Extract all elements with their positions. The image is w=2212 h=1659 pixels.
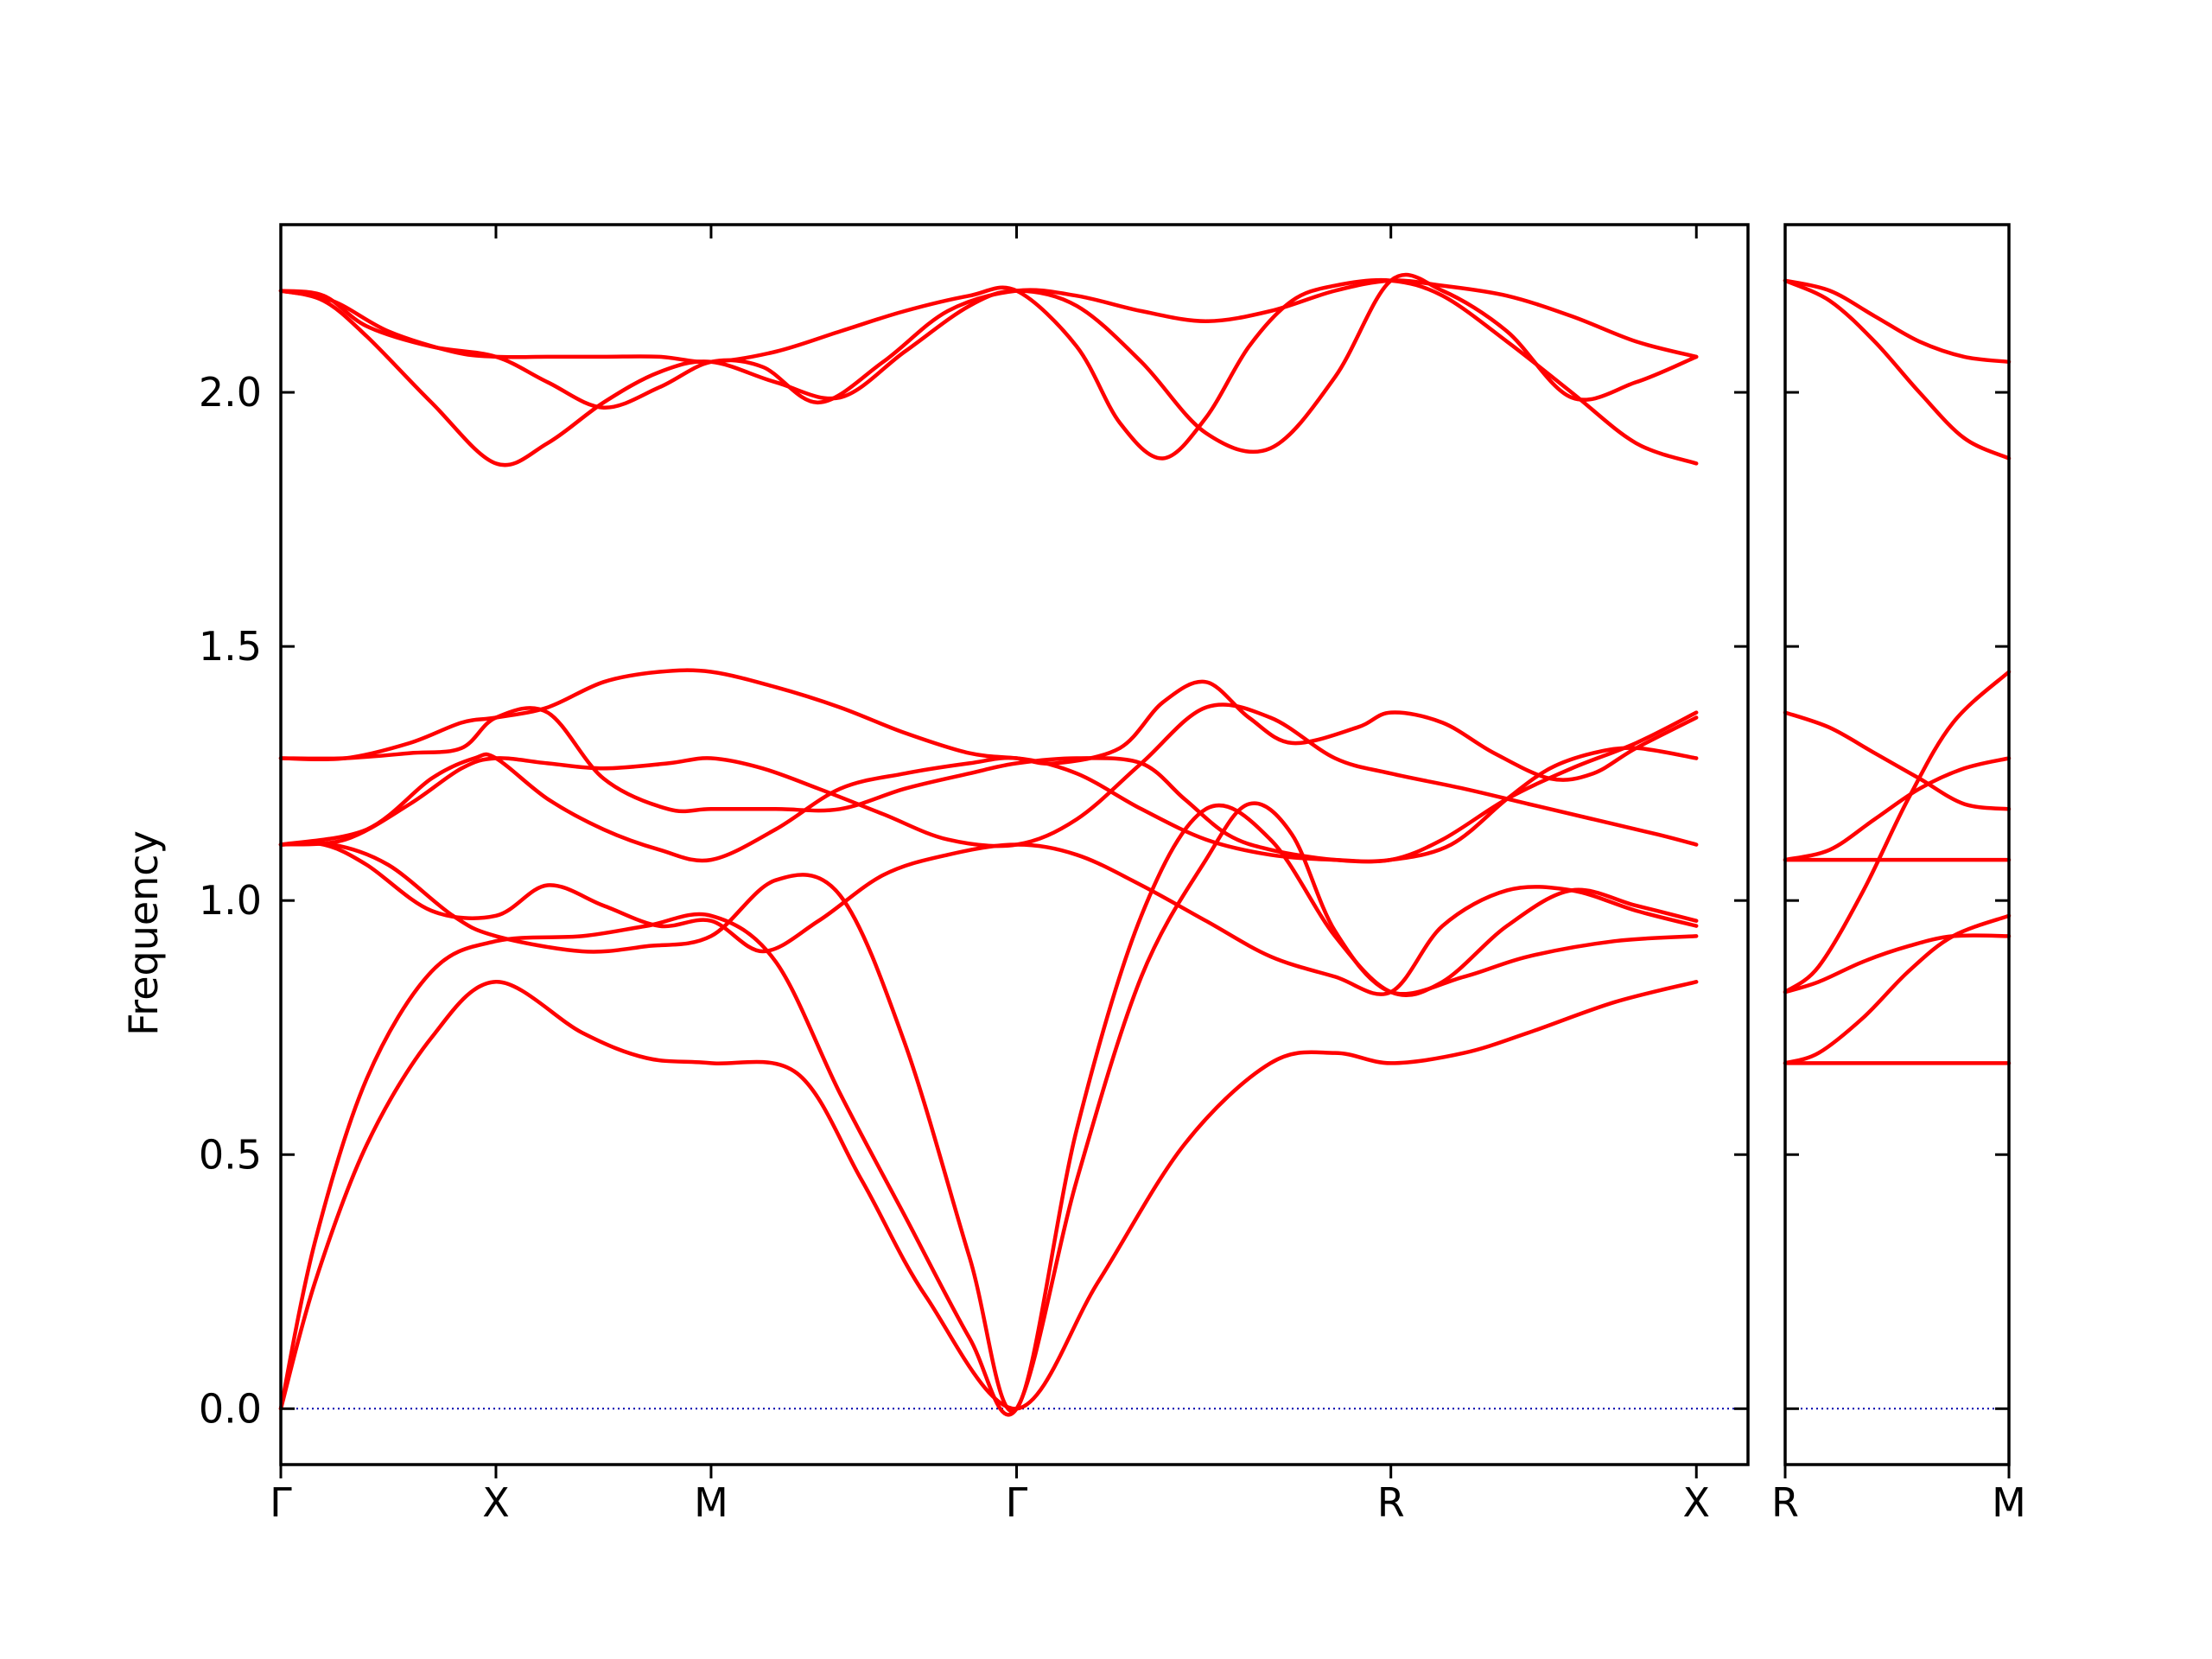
x-tick-label-Γ: Γ: [270, 1479, 292, 1526]
band-main-3: [278, 803, 1699, 1414]
band-main-5: [278, 702, 1699, 849]
y-tick-label: 1.5: [199, 623, 262, 670]
band-main-1: [278, 980, 1699, 1411]
band-inset-6: [1783, 756, 2012, 862]
axes-frame-inset: [1783, 223, 2011, 1466]
band-inset-4: [1783, 670, 2012, 995]
band-inset-8: [1783, 278, 2012, 365]
band-main-4: [278, 841, 1699, 996]
band-inset-9: [1783, 278, 2012, 461]
x-tick-label-M: M: [694, 1479, 728, 1526]
band-main-6: [278, 710, 1699, 864]
band-main-9: [278, 278, 1699, 410]
x-tick-label-Γ: Γ: [1006, 1479, 1028, 1526]
band-main-11: [278, 277, 1699, 466]
x-tick-label-M: M: [1992, 1479, 2026, 1526]
band-main-2: [278, 801, 1699, 1417]
y-tick-label: 1.0: [199, 877, 262, 924]
plot-area: 0.00.51.01.52.0Γ X M Γ R X R M: [199, 223, 2026, 1526]
band-main-10: [278, 272, 1699, 467]
band-inset-2: [1783, 913, 2012, 1065]
x-tick-label-R: R: [1377, 1479, 1405, 1526]
y-tick-label: 0.0: [199, 1385, 262, 1432]
band-inset-7: [1783, 710, 2012, 811]
band-inset-3: [1783, 933, 2012, 995]
x-tick-label-R: R: [1771, 1479, 1799, 1526]
panel-main: 0.0 0.5 1.0 1.5 2.0 Γ X M Γ R X: [199, 223, 1750, 1526]
axes-frame-main: [279, 223, 1750, 1466]
band-main-8: [278, 668, 1699, 782]
y-tick-label: 0.5: [199, 1131, 262, 1178]
x-tick-label-X: X: [1682, 1479, 1710, 1526]
y-tick-label: 2.0: [199, 369, 262, 416]
y-axis-label: Frequency: [120, 830, 167, 1036]
band-main-7: [278, 706, 1699, 864]
x-tick-label-X: X: [482, 1479, 510, 1526]
